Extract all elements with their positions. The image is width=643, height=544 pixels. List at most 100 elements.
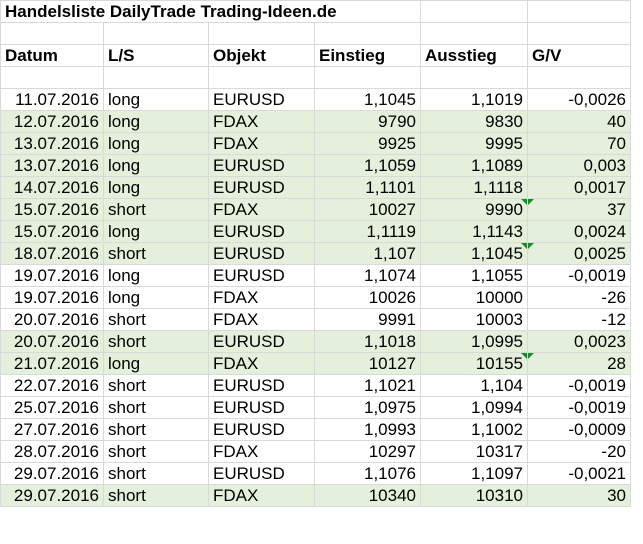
cell-gv[interactable]: 0,0025 (527, 242, 631, 265)
cell-datum[interactable]: 14.07.2016 (0, 176, 104, 199)
sheet-title[interactable]: Handelsliste DailyTrade Trading-Ideen.de (0, 0, 421, 23)
cell-ausstieg[interactable]: 10310 (420, 484, 528, 507)
cell-ausstieg[interactable]: 1,1019 (420, 88, 528, 111)
empty-cell[interactable] (103, 66, 209, 89)
cell-objekt[interactable]: FDAX (208, 484, 315, 507)
cell-datum[interactable]: 11.07.2016 (0, 88, 104, 111)
cell-einstieg[interactable]: 1,1076 (314, 462, 421, 485)
cell-datum[interactable]: 13.07.2016 (0, 132, 104, 155)
header-objekt[interactable]: Objekt (208, 44, 315, 67)
cell-einstieg[interactable]: 1,1059 (314, 154, 421, 177)
cell-einstieg[interactable]: 10027 (314, 198, 421, 221)
cell-einstieg[interactable]: 10297 (314, 440, 421, 463)
empty-cell[interactable] (0, 22, 104, 45)
cell-ls[interactable]: long (103, 286, 209, 309)
cell-objekt[interactable]: EURUSD (208, 154, 315, 177)
cell-datum[interactable]: 13.07.2016 (0, 154, 104, 177)
cell-einstieg[interactable]: 1,107 (314, 242, 421, 265)
cell-objekt[interactable]: EURUSD (208, 330, 315, 353)
cell-gv[interactable]: -0,0021 (527, 462, 631, 485)
cell-gv[interactable]: -20 (527, 440, 631, 463)
cell-objekt[interactable]: FDAX (208, 308, 315, 331)
cell-gv[interactable]: -0,0019 (527, 264, 631, 287)
cell-ls[interactable]: long (103, 110, 209, 133)
empty-cell[interactable] (314, 22, 421, 45)
cell-ausstieg[interactable]: 1,1045 (420, 242, 528, 265)
cell-einstieg[interactable]: 1,0975 (314, 396, 421, 419)
cell-ausstieg[interactable]: 10155 (420, 352, 528, 375)
cell-gv[interactable]: 37 (527, 198, 631, 221)
cell-ausstieg[interactable]: 1,1143 (420, 220, 528, 243)
cell-gv[interactable]: 70 (527, 132, 631, 155)
cell-einstieg[interactable]: 1,1119 (314, 220, 421, 243)
cell-objekt[interactable]: EURUSD (208, 88, 315, 111)
cell-datum[interactable]: 20.07.2016 (0, 330, 104, 353)
cell-datum[interactable]: 15.07.2016 (0, 198, 104, 221)
cell-ls[interactable]: long (103, 352, 209, 375)
cell-ls[interactable]: long (103, 176, 209, 199)
cell-datum[interactable]: 21.07.2016 (0, 352, 104, 375)
cell-ausstieg[interactable]: 1,0995 (420, 330, 528, 353)
cell-gv[interactable]: -26 (527, 286, 631, 309)
cell-ls[interactable]: short (103, 374, 209, 397)
cell-ls[interactable]: long (103, 132, 209, 155)
cell-ausstieg[interactable]: 1,1055 (420, 264, 528, 287)
cell-datum[interactable]: 15.07.2016 (0, 220, 104, 243)
cell-objekt[interactable]: EURUSD (208, 374, 315, 397)
cell-objekt[interactable]: FDAX (208, 286, 315, 309)
cell-ls[interactable]: long (103, 88, 209, 111)
cell-ausstieg[interactable]: 10003 (420, 308, 528, 331)
cell-objekt[interactable]: EURUSD (208, 242, 315, 265)
cell-gv[interactable]: 28 (527, 352, 631, 375)
empty-cell[interactable] (527, 0, 631, 23)
cell-objekt[interactable]: EURUSD (208, 220, 315, 243)
cell-ausstieg[interactable]: 9990 (420, 198, 528, 221)
cell-ausstieg[interactable]: 9995 (420, 132, 528, 155)
cell-datum[interactable]: 28.07.2016 (0, 440, 104, 463)
empty-cell[interactable] (0, 66, 104, 89)
cell-ls[interactable]: long (103, 154, 209, 177)
empty-cell[interactable] (420, 0, 528, 23)
cell-einstieg[interactable]: 10340 (314, 484, 421, 507)
cell-ls[interactable]: short (103, 330, 209, 353)
cell-einstieg[interactable]: 1,0993 (314, 418, 421, 441)
cell-objekt[interactable]: FDAX (208, 440, 315, 463)
cell-ausstieg[interactable]: 1,1118 (420, 176, 528, 199)
cell-einstieg[interactable]: 10026 (314, 286, 421, 309)
cell-objekt[interactable]: FDAX (208, 110, 315, 133)
cell-ls[interactable]: short (103, 462, 209, 485)
header-ausstieg[interactable]: Ausstieg (420, 44, 528, 67)
cell-gv[interactable]: 40 (527, 110, 631, 133)
cell-objekt[interactable]: FDAX (208, 352, 315, 375)
cell-objekt[interactable]: EURUSD (208, 462, 315, 485)
cell-ls[interactable]: short (103, 198, 209, 221)
cell-gv[interactable]: 30 (527, 484, 631, 507)
empty-cell[interactable] (527, 66, 631, 89)
cell-datum[interactable]: 20.07.2016 (0, 308, 104, 331)
cell-gv[interactable]: 0,0024 (527, 220, 631, 243)
cell-gv[interactable]: 0,0023 (527, 330, 631, 353)
header-gv[interactable]: G/V (527, 44, 631, 67)
empty-cell[interactable] (527, 22, 631, 45)
empty-cell[interactable] (208, 66, 315, 89)
cell-ls[interactable]: short (103, 242, 209, 265)
cell-einstieg[interactable]: 1,1045 (314, 88, 421, 111)
cell-gv[interactable]: -0,0019 (527, 396, 631, 419)
cell-ausstieg[interactable]: 1,1097 (420, 462, 528, 485)
cell-einstieg[interactable]: 10127 (314, 352, 421, 375)
cell-ausstieg[interactable]: 1,104 (420, 374, 528, 397)
cell-ausstieg[interactable]: 10317 (420, 440, 528, 463)
cell-objekt[interactable]: EURUSD (208, 418, 315, 441)
cell-einstieg[interactable]: 1,1021 (314, 374, 421, 397)
cell-ls[interactable]: short (103, 440, 209, 463)
cell-objekt[interactable]: FDAX (208, 132, 315, 155)
cell-objekt[interactable]: EURUSD (208, 176, 315, 199)
cell-ausstieg[interactable]: 9830 (420, 110, 528, 133)
cell-datum[interactable]: 29.07.2016 (0, 462, 104, 485)
empty-cell[interactable] (314, 66, 421, 89)
cell-einstieg[interactable]: 1,1018 (314, 330, 421, 353)
cell-datum[interactable]: 19.07.2016 (0, 264, 104, 287)
header-einstieg[interactable]: Einstieg (314, 44, 421, 67)
header-datum[interactable]: Datum (0, 44, 104, 67)
cell-objekt[interactable]: EURUSD (208, 396, 315, 419)
